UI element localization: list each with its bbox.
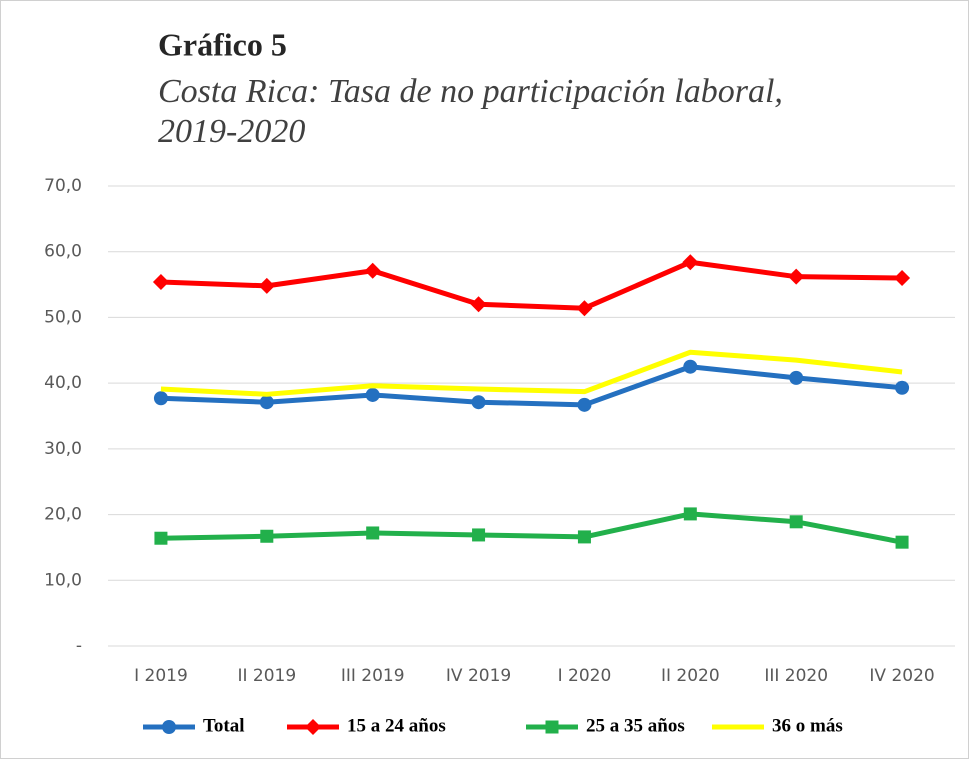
x-tick-label: IV 2019	[446, 666, 511, 686]
data-point	[894, 270, 911, 286]
y-tick-label: -	[76, 636, 82, 656]
data-point	[471, 395, 486, 410]
legend-label: 36 o más	[772, 715, 843, 736]
series-line	[160, 364, 903, 408]
legend-marker	[305, 719, 321, 735]
data-point	[365, 387, 380, 402]
x-tick-label: II 2019	[237, 666, 296, 686]
legend-label: 15 a 24 años	[347, 715, 446, 736]
data-point	[153, 391, 168, 406]
legend-marker	[162, 720, 176, 734]
data-point	[683, 507, 697, 521]
x-tick-label: III 2019	[341, 666, 405, 686]
series-line	[160, 259, 903, 311]
data-point	[683, 359, 698, 374]
y-tick-label: 30,0	[44, 439, 82, 459]
y-tick-label: 20,0	[44, 505, 82, 525]
x-tick-label: II 2020	[661, 666, 720, 686]
y-tick-label: 40,0	[44, 373, 82, 393]
data-point	[895, 535, 909, 549]
data-point	[789, 370, 804, 385]
series-line	[160, 511, 903, 545]
y-tick-label: 10,0	[44, 570, 82, 590]
data-point	[576, 300, 593, 317]
data-point	[258, 277, 275, 294]
y-tick-label: 70,0	[44, 176, 82, 196]
data-point	[260, 529, 274, 543]
legend-label: 25 a 35 años	[586, 715, 685, 736]
x-tick-label: IV 2020	[869, 666, 934, 686]
data-point	[682, 254, 699, 271]
chart-subtitle: Costa Rica: Tasa de no participación lab…	[158, 73, 783, 110]
legend-marker	[545, 720, 559, 734]
chart-subtitle: 2019-2020	[158, 113, 305, 150]
data-point	[577, 530, 591, 544]
x-tick-label: I 2019	[134, 666, 188, 686]
y-tick-label: 60,0	[44, 242, 82, 262]
series-line	[160, 349, 903, 397]
data-point	[470, 296, 487, 313]
data-point	[789, 515, 803, 529]
chart-title: Gráfico 5	[158, 26, 287, 62]
legend-label: Total	[203, 715, 245, 736]
data-point	[788, 268, 805, 285]
data-point	[364, 262, 381, 279]
data-point	[259, 395, 274, 410]
data-point	[895, 380, 910, 395]
x-tick-label: I 2020	[558, 666, 612, 686]
data-point	[577, 397, 592, 412]
data-point	[472, 528, 486, 542]
y-tick-label: 50,0	[44, 307, 82, 327]
data-point	[366, 526, 380, 540]
x-tick-label: III 2020	[764, 666, 828, 686]
data-point	[152, 273, 169, 290]
data-point	[154, 531, 168, 545]
